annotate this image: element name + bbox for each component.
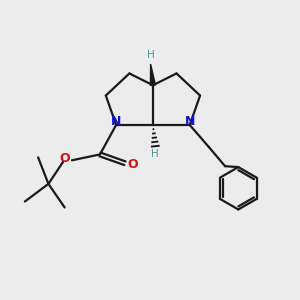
- Polygon shape: [151, 64, 155, 86]
- Text: N: N: [111, 115, 121, 128]
- Text: H: H: [152, 149, 159, 159]
- Text: H: H: [147, 50, 154, 60]
- Text: N: N: [184, 115, 195, 128]
- Text: O: O: [127, 158, 138, 171]
- Text: O: O: [59, 152, 70, 165]
